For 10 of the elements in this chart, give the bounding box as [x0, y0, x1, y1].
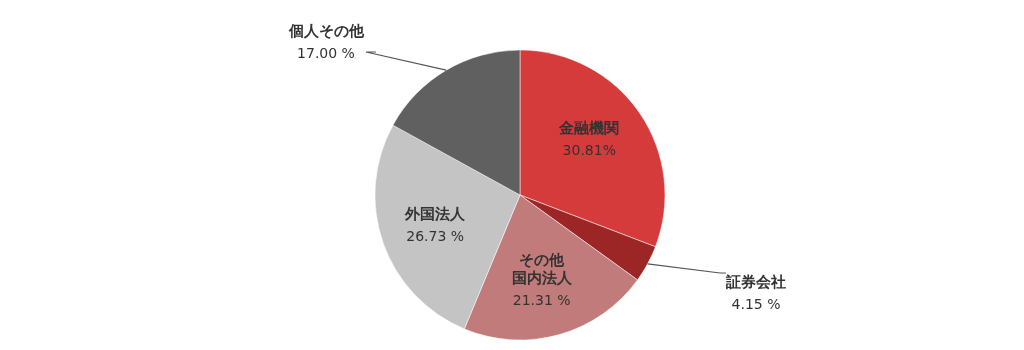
data-label: 4.15 % — [731, 296, 781, 312]
slice-label: 金融機関 — [558, 119, 620, 138]
slice-label: 外国法人 — [404, 204, 467, 223]
data-label: 21.31 % — [512, 291, 571, 308]
data-label: 30.81% — [562, 142, 616, 159]
slice-label: 証券会社 — [725, 273, 786, 291]
data-label: 17.00 % — [297, 45, 355, 61]
slice-label: その他国内法人 — [511, 250, 573, 287]
data-label: 26.73 % — [406, 227, 465, 244]
slice-label: 個人その他 — [287, 22, 365, 40]
